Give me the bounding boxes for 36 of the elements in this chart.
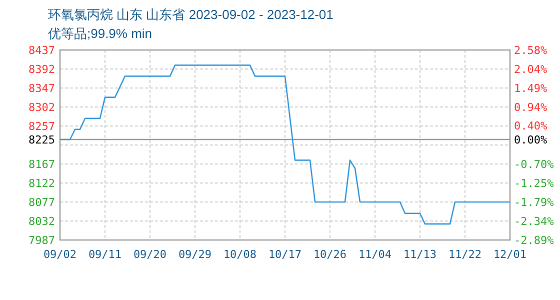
chart-title: 环氧氯丙烷 山东 山东省 2023-09-02 - 2023-12-01 <box>48 7 334 22</box>
y-tick-label: 8032 <box>28 215 55 228</box>
y-tick-label: 8122 <box>28 177 55 190</box>
y2-tick-label: -1.25% <box>514 177 554 190</box>
y2-tick-label: -1.79% <box>514 196 554 209</box>
y-tick-label: 8347 <box>28 82 55 95</box>
x-tick-label: 10/08 <box>223 248 257 261</box>
y2-tick-label: 2.58% <box>514 44 548 57</box>
y2-tick-label: 2.04% <box>514 62 548 76</box>
y2-tick-label: -0.70% <box>514 158 554 171</box>
x-tick-label: 11/04 <box>358 248 392 261</box>
y-tick-label: 7987 <box>28 234 55 247</box>
x-tick-label: 09/11 <box>88 248 122 261</box>
y2-tick-label: 0.00% <box>514 134 548 147</box>
y2-tick-label: 1.49% <box>514 82 548 95</box>
y2-tick-label: 0.40% <box>514 120 548 133</box>
x-tick-label: 10/26 <box>313 248 347 261</box>
y2-tick-label: 0.94% <box>514 100 548 114</box>
x-tick-label: 11/22 <box>448 248 482 261</box>
line-series <box>59 64 511 225</box>
x-tick-label: 09/20 <box>133 248 167 261</box>
chart-subtitle: 优等品;99.9% min <box>48 26 152 41</box>
y-tick-label: 8392 <box>28 63 55 76</box>
y-tick-label: 8437 <box>28 44 55 57</box>
y-tick-label: 8077 <box>28 196 55 209</box>
y2-tick-label: -2.89% <box>514 234 554 247</box>
x-tick-label: 09/29 <box>178 248 212 261</box>
x-tick-label: 09/02 <box>43 248 77 261</box>
x-tick-label: 11/13 <box>403 248 437 261</box>
y-tick-label: 8225 <box>28 134 55 147</box>
y-tick-label: 8257 <box>28 120 55 133</box>
y-tick-label: 8167 <box>28 158 55 171</box>
x-tick-label: 10/17 <box>268 248 302 261</box>
y2-tick-label: -2.34% <box>514 214 554 228</box>
x-tick-label: 12/01 <box>493 248 527 261</box>
y-tick-label: 8302 <box>28 101 55 114</box>
